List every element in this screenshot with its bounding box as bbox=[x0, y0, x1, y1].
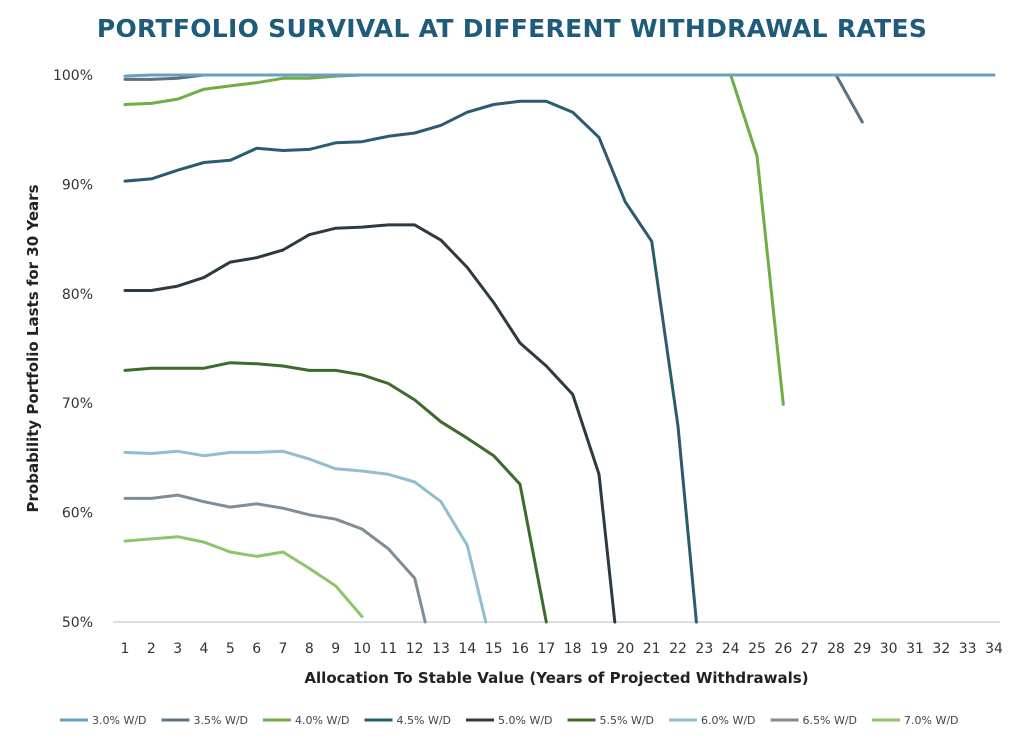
series-line bbox=[123, 449, 488, 624]
x-tick-label: 15 bbox=[485, 641, 503, 657]
x-tick-label: 18 bbox=[564, 641, 582, 657]
series-line bbox=[123, 223, 617, 624]
x-tick-label: 13 bbox=[432, 641, 450, 657]
x-tick-label: 24 bbox=[722, 641, 740, 657]
x-tick-label: 10 bbox=[353, 641, 371, 657]
series-line bbox=[123, 361, 548, 624]
x-tick-label: 26 bbox=[774, 641, 792, 657]
x-tick-label: 21 bbox=[643, 641, 661, 657]
x-tick-label: 3 bbox=[173, 641, 182, 657]
x-tick-label: 9 bbox=[331, 641, 340, 657]
x-axis-title: Allocation To Stable Value (Years of Pro… bbox=[304, 669, 808, 687]
y-tick-label: 70% bbox=[62, 396, 93, 412]
chart-title: PORTFOLIO SURVIVAL AT DIFFERENT WITHDRAW… bbox=[96, 14, 928, 43]
x-tick-label: 4 bbox=[200, 641, 209, 657]
x-tick-label: 32 bbox=[932, 641, 950, 657]
x-tick-label: 34 bbox=[985, 641, 1003, 657]
series-line bbox=[123, 73, 864, 124]
y-tick-label: 50% bbox=[62, 615, 93, 631]
x-tick-label: 12 bbox=[406, 641, 424, 657]
x-tick-label: 17 bbox=[537, 641, 555, 657]
y-tick-label: 80% bbox=[62, 287, 93, 303]
x-tick-label: 14 bbox=[458, 641, 476, 657]
x-tick-label: 11 bbox=[379, 641, 397, 657]
series-line bbox=[123, 99, 698, 624]
x-tick-label: 8 bbox=[305, 641, 314, 657]
series-line bbox=[123, 493, 427, 624]
legend-label: 7.0% W/D bbox=[904, 714, 959, 727]
x-tick-label: 28 bbox=[827, 641, 845, 657]
x-tick-label: 7 bbox=[279, 641, 288, 657]
x-tick-label: 31 bbox=[906, 641, 924, 657]
x-tick-label: 23 bbox=[695, 641, 713, 657]
x-tick-label: 22 bbox=[669, 641, 687, 657]
x-tick-label: 6 bbox=[252, 641, 261, 657]
series-line bbox=[123, 535, 364, 618]
legend-label: 3.5% W/D bbox=[194, 714, 249, 727]
x-tick-label: 5 bbox=[226, 641, 235, 657]
legend-label: 5.5% W/D bbox=[600, 714, 655, 727]
legend-label: 5.0% W/D bbox=[498, 714, 553, 727]
x-tick-label: 2 bbox=[147, 641, 156, 657]
x-tick-label: 16 bbox=[511, 641, 529, 657]
legend-label: 3.0% W/D bbox=[92, 714, 147, 727]
legend-label: 6.5% W/D bbox=[803, 714, 858, 727]
y-axis-title: Probability Portfolio Lasts for 30 Years bbox=[24, 184, 42, 512]
x-tick-label: 30 bbox=[880, 641, 898, 657]
y-tick-label: 60% bbox=[62, 506, 93, 522]
series-line bbox=[123, 73, 996, 78]
legend-label: 4.5% W/D bbox=[397, 714, 452, 727]
y-tick-label: 90% bbox=[62, 177, 93, 193]
legend-label: 6.0% W/D bbox=[701, 714, 756, 727]
x-tick-label: 20 bbox=[616, 641, 634, 657]
series-line bbox=[123, 73, 785, 406]
legend-label: 4.0% W/D bbox=[295, 714, 350, 727]
x-tick-label: 27 bbox=[801, 641, 819, 657]
y-tick-label: 100% bbox=[53, 68, 93, 84]
x-tick-label: 33 bbox=[959, 641, 977, 657]
x-tick-label: 19 bbox=[590, 641, 608, 657]
x-tick-label: 1 bbox=[121, 641, 130, 657]
x-tick-label: 29 bbox=[853, 641, 871, 657]
x-tick-label: 25 bbox=[748, 641, 766, 657]
